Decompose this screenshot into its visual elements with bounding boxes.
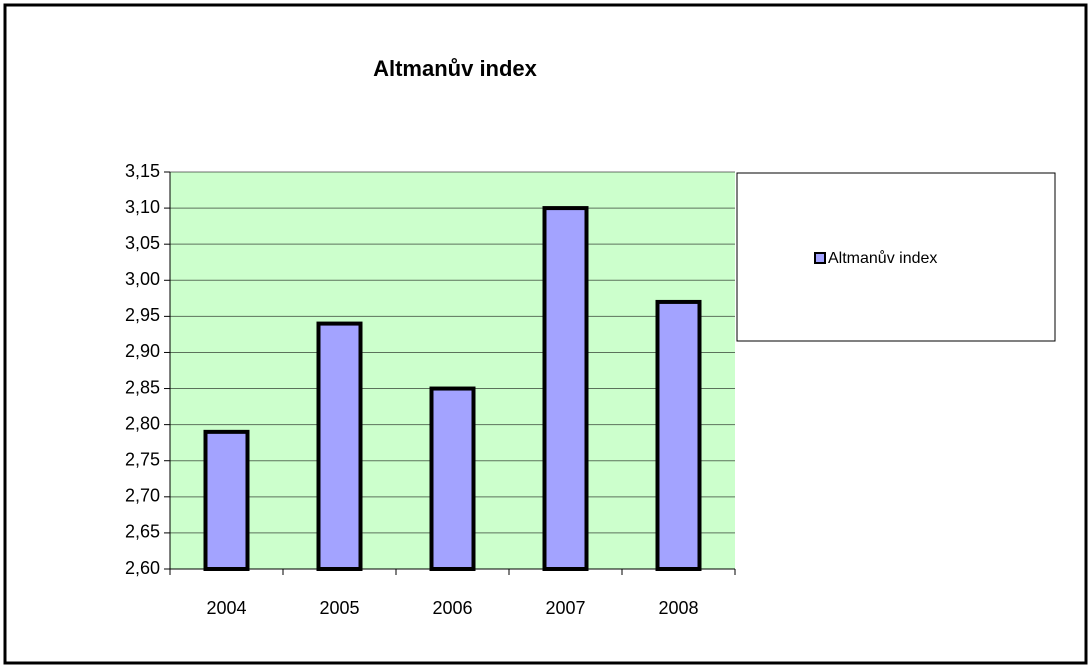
x-tick-label: 2007: [545, 598, 585, 618]
bar: [542, 206, 589, 571]
legend-swatch: [814, 252, 826, 264]
y-tick-label: 2,95: [125, 305, 160, 325]
bar: [203, 429, 250, 572]
y-tick-label: 2,65: [125, 522, 160, 542]
y-tick-label: 2,85: [125, 377, 160, 397]
x-tick-label: 2004: [206, 598, 246, 618]
bar: [655, 299, 702, 571]
bar: [429, 386, 476, 571]
y-tick-label: 2,90: [125, 341, 160, 361]
y-tick-label: 2,75: [125, 449, 160, 469]
x-tick-label: 2006: [432, 598, 472, 618]
y-tick-label: 3,10: [125, 197, 160, 217]
chart-title: Altmanův index: [373, 56, 538, 81]
legend-label: Altmanův index: [828, 249, 937, 267]
y-tick-label: 3,00: [125, 269, 160, 289]
bar: [316, 321, 363, 571]
y-tick-label: 3,15: [125, 161, 160, 181]
x-tick-label: 2005: [319, 598, 359, 618]
x-tick-label: 2008: [658, 598, 698, 618]
y-tick-label: 2,60: [125, 558, 160, 578]
y-tick-label: 3,05: [125, 233, 160, 253]
y-tick-label: 2,70: [125, 486, 160, 506]
y-tick-label: 2,80: [125, 413, 160, 433]
legend-box: [736, 172, 1056, 342]
